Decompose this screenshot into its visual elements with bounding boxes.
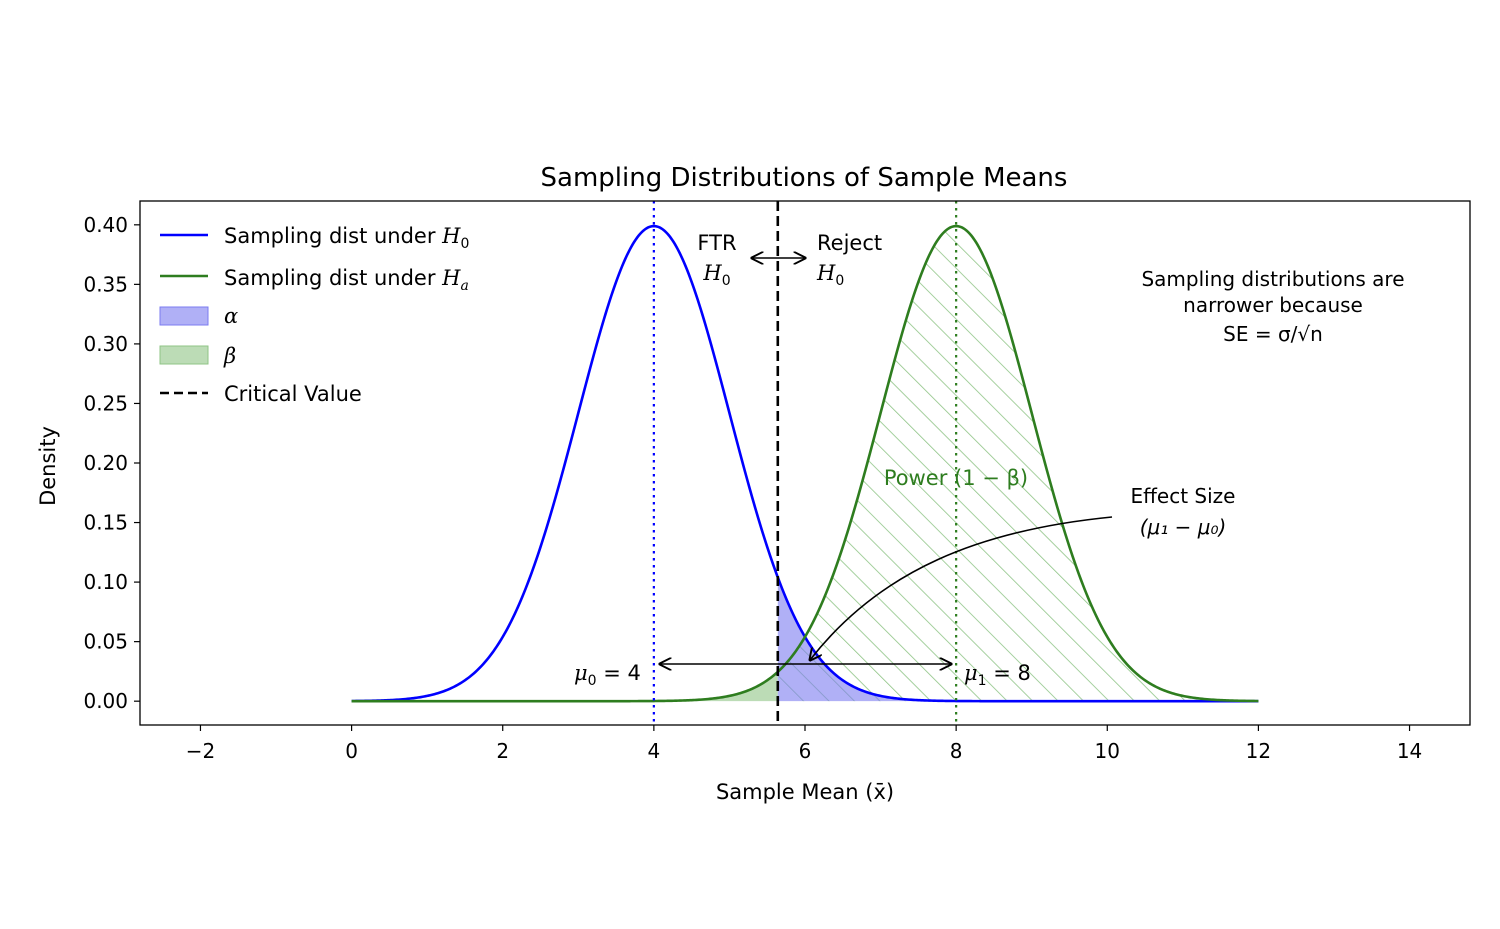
- mu1-label: μ1 = 8: [964, 661, 1031, 689]
- h0-density-curve: [351, 224, 1259, 703]
- x-tick-label: 10: [1095, 739, 1120, 763]
- legend-h0-sub: 0: [461, 236, 470, 252]
- y-tick-label: 0.35: [83, 272, 128, 296]
- y-tick-label: 0.15: [83, 511, 128, 535]
- ftr-label: FTR: [697, 231, 736, 255]
- legend-swatch-beta: [159, 345, 209, 365]
- y-tick-label: 0.30: [83, 332, 128, 356]
- y-tick-label: 0.05: [83, 630, 128, 654]
- se-note-line2: narrower because: [1183, 293, 1363, 317]
- axes-ticks: −2 0 2 4 6 8 10 12 140.000.050.100.150.200.250.3…: [83, 213, 1422, 763]
- y-tick-label: 0.25: [83, 391, 128, 415]
- x-tick-label: 12: [1246, 739, 1271, 763]
- legend-ha-main: Sampling dist under: [224, 266, 442, 290]
- chart-title: Sampling Distributions of Sample Means: [541, 163, 1068, 193]
- y-tick-label: 0.10: [83, 570, 128, 594]
- reject-label: Reject: [817, 231, 882, 255]
- annotations: FTR H0 Reject H0 μ0 = 4 μ1 = 8 Power (1 …: [574, 231, 1405, 689]
- effect-size-formula: (μ₁ − μ₀): [1140, 515, 1227, 539]
- legend-entry-beta: β: [223, 344, 236, 368]
- legend-entry-alpha: α: [224, 304, 238, 328]
- plot-area: [351, 201, 1259, 725]
- x-tick-label: 8: [950, 739, 963, 763]
- x-tick-label: 2: [496, 739, 509, 763]
- reject-h0-label: H0: [816, 261, 844, 289]
- ha-density-curve: [351, 224, 1259, 703]
- mu0-label: μ0 = 4: [574, 661, 641, 689]
- alpha-region: [777, 577, 1259, 702]
- legend-h0-main: Sampling dist under: [224, 224, 442, 248]
- legend-entry-h0: Sampling dist under H0: [224, 224, 469, 252]
- mu0-sub: 0: [588, 673, 597, 689]
- legend: Sampling dist under H0 Sampling dist und…: [159, 224, 469, 406]
- x-tick-label: 14: [1397, 739, 1422, 763]
- mu1-sub: 1: [978, 673, 987, 689]
- y-tick-label: 0.00: [83, 689, 128, 713]
- power-region: [777, 226, 1259, 702]
- legend-ha-sub: a: [461, 278, 469, 294]
- y-tick-label: 0.40: [83, 213, 128, 237]
- mu0-math: μ: [574, 661, 588, 685]
- x-tick-label: −2: [186, 739, 215, 763]
- ftr-h0-sub: 0: [722, 273, 731, 289]
- mu1-value: = 8: [987, 661, 1031, 685]
- y-tick-label: 0.20: [83, 451, 128, 475]
- x-tick-label: 6: [799, 739, 812, 763]
- beta-region: [351, 671, 778, 702]
- effect-size-arrow: [810, 516, 1113, 660]
- y-axis-label: Density: [36, 426, 60, 506]
- x-tick-label: 0: [345, 739, 358, 763]
- ftr-h0-math: H: [702, 261, 722, 285]
- legend-entry-critical: Critical Value: [224, 382, 362, 406]
- ftr-h0-label: H0: [702, 261, 730, 289]
- x-tick-label: 4: [647, 739, 660, 763]
- mu1-math: μ: [964, 661, 978, 685]
- mu0-value: = 4: [597, 661, 641, 685]
- effect-size-label: Effect Size: [1131, 484, 1236, 508]
- legend-h0-math: H: [441, 224, 461, 248]
- legend-entry-ha: Sampling dist under Ha: [224, 266, 469, 294]
- x-axis-label: Sample Mean (x̄): [716, 780, 894, 804]
- se-note-line1: Sampling distributions are: [1141, 267, 1404, 291]
- reject-h0-sub: 0: [835, 273, 844, 289]
- reject-h0-math: H: [816, 261, 836, 285]
- legend-ha-math: H: [441, 266, 461, 290]
- power-label: Power (1 − β): [884, 466, 1028, 490]
- se-note-line3: SE = σ/√n: [1223, 322, 1323, 346]
- legend-swatch-alpha: [159, 306, 209, 326]
